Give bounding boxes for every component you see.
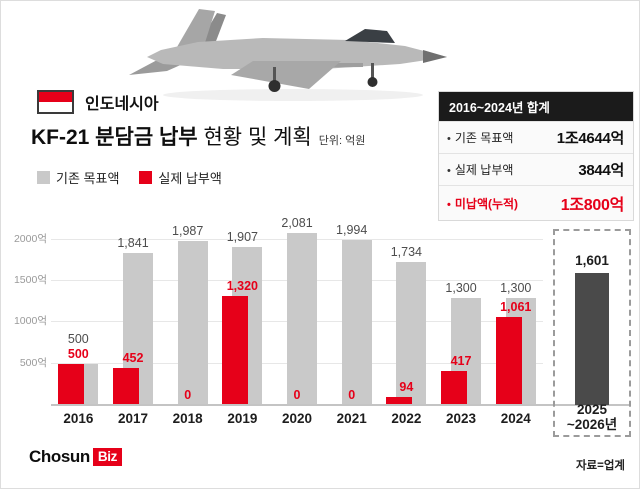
target-value-label: 1,300 — [445, 280, 477, 295]
logo-text: Chosun — [29, 447, 90, 466]
bar-group: 1,994 0 2021 — [324, 223, 379, 426]
y-axis-tick-label: 500억 — [19, 356, 47, 369]
y-axis-tick-label: 1000억 — [13, 315, 47, 328]
summary-row-value: 3844억 — [578, 162, 624, 179]
x-axis-year-label: 2022 — [391, 411, 422, 426]
actual-bar — [222, 295, 249, 405]
summary-row-unpaid: • 미납액(누적) 1조800억 — [439, 185, 633, 220]
summary-row-label: • 기존 목표액 — [447, 131, 514, 145]
actual-bar — [58, 363, 85, 405]
summary-row-value: 1조4644억 — [556, 130, 625, 147]
bar-chart: 500억 1000억 1500억 2000억 500 500 2016 1,841 452 20… — [13, 216, 631, 439]
country-label: 인도네시아 — [85, 96, 159, 113]
unit-label: 단위: 억원 — [318, 135, 366, 147]
projection-bar — [575, 272, 609, 405]
legend-target-label: 기존 목표액 — [56, 171, 120, 186]
bar-group: 1,300 417 2023 — [434, 223, 489, 426]
actual-bar — [495, 317, 522, 405]
actual-value-label: 500 — [67, 346, 89, 361]
actual-bar — [386, 397, 413, 405]
chart-plot: 500 500 2016 1,841 452 2017 1,987 0 2018 1,907 1,3… — [51, 216, 543, 426]
title-rest: 현황 및 계획 — [203, 126, 312, 149]
actual-value-label: 0 — [293, 388, 301, 402]
summary-box: 2016~2024년 합계 • 기존 목표액 1조4644억 • 실제 납부액 38… — [438, 91, 634, 221]
actual-value-label: 1,320 — [226, 278, 258, 293]
summary-row-value: 1조800억 — [560, 197, 625, 214]
target-value-label: 1,300 — [500, 280, 532, 295]
x-axis-year-label: 2019 — [227, 411, 258, 426]
page-title: KF-21 분담금 납부 현황 및 계획 단위: 억원 — [31, 121, 365, 151]
bullet-icon: • — [447, 198, 451, 211]
legend-actual: 실제 납부액 — [139, 168, 222, 187]
summary-row-actual: • 실제 납부액 3844억 — [439, 153, 633, 185]
bar-group: 1,300 1,061 2024 — [488, 223, 543, 426]
projection-value-label: 1,601 — [575, 252, 609, 268]
projection-year-line1: 2025 — [576, 401, 608, 417]
actual-value-label: 1,061 — [500, 300, 532, 315]
summary-row-label: • 실제 납부액 — [447, 163, 514, 177]
actual-value-label: 94 — [399, 380, 414, 395]
actual-value-label: 452 — [122, 350, 144, 365]
projection-year-line2: ~2026년 — [566, 417, 618, 433]
summary-title: 2016~2024년 합계 — [439, 92, 633, 121]
target-value-label: 1,907 — [226, 230, 258, 245]
x-axis-year-label: 2016 — [63, 411, 94, 426]
x-axis-baseline — [51, 404, 629, 406]
legend-target: 기존 목표액 — [37, 168, 119, 187]
projection-year-label: 2025 ~2026년 — [555, 402, 629, 433]
y-axis-tick-label: 1500억 — [13, 273, 47, 286]
indonesia-flag-icon — [37, 90, 74, 114]
bar-group: 2,081 0 2020 — [270, 216, 325, 426]
source-credit: 자료=업계 — [575, 460, 625, 472]
legend-target-swatch-icon — [37, 171, 50, 184]
kf21-jet-image — [129, 9, 447, 101]
x-axis-year-label: 2017 — [117, 411, 149, 426]
bullet-icon: • — [447, 165, 451, 177]
target-bar — [287, 232, 318, 405]
target-value-label: 1,841 — [117, 235, 149, 250]
chart-legend: 기존 목표액 실제 납부액 — [37, 168, 222, 187]
y-axis-tick-label: 2000억 — [13, 232, 47, 245]
country-row: 인도네시아 — [37, 90, 159, 114]
x-axis-year-label: 2024 — [500, 411, 531, 426]
actual-bar — [113, 367, 139, 405]
bar-group: 1,841 452 2017 — [106, 223, 161, 426]
bullet-icon: • — [447, 133, 451, 145]
legend-actual-label: 실제 납부액 — [158, 171, 222, 186]
summary-row-target: • 기존 목표액 1조4644억 — [439, 121, 633, 153]
title-strong: KF-21 분담금 납부 — [31, 126, 198, 149]
x-axis-year-label: 2020 — [282, 411, 313, 426]
bar-group: 500 500 2016 — [51, 223, 106, 426]
x-axis-year-label: 2018 — [172, 411, 203, 426]
actual-bar — [441, 370, 468, 405]
target-bar — [177, 240, 208, 405]
target-bar — [341, 240, 372, 405]
bar-group: 1,734 94 2022 — [379, 223, 434, 426]
summary-row-label: • 미납액(누적) — [447, 196, 519, 211]
actual-value-label: 0 — [184, 388, 192, 402]
projection-box: 1,601 2025 ~2026년 — [553, 229, 631, 437]
bar-group: 1,907 1,320 2019 — [215, 223, 270, 426]
actual-value-label: 0 — [348, 388, 356, 402]
actual-value-label: 417 — [450, 353, 472, 368]
target-value-label: 2,081 — [281, 215, 313, 230]
legend-actual-swatch-icon — [139, 171, 153, 184]
target-value-label: 1,987 — [172, 223, 204, 238]
x-axis-year-label: 2023 — [446, 411, 477, 426]
x-axis-year-label: 2021 — [336, 411, 367, 426]
target-bar — [396, 261, 427, 405]
logo-badge: Biz — [92, 448, 122, 466]
target-value-label: 500 — [67, 331, 89, 346]
bar-group: 1,987 0 2018 — [160, 223, 215, 426]
target-value-label: 1,994 — [336, 223, 368, 237]
chosunbiz-logo: Chosun Biz — [29, 447, 122, 467]
target-value-label: 1,734 — [390, 244, 422, 259]
